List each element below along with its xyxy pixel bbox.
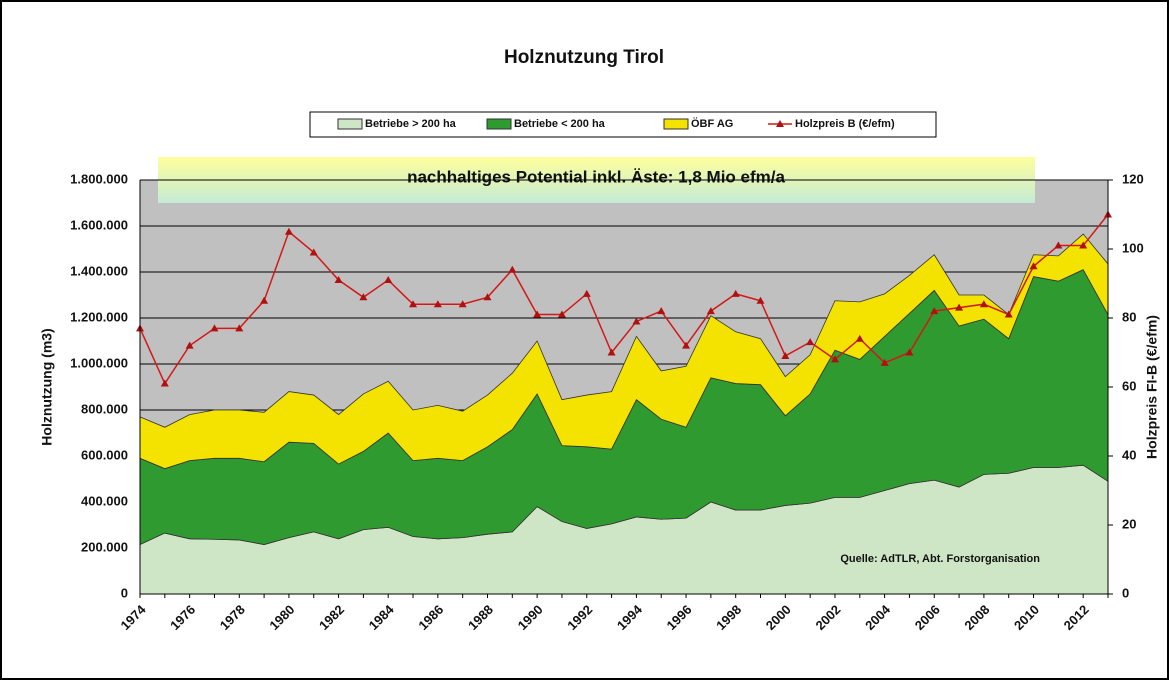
price-marker: [657, 307, 666, 315]
price-marker: [955, 303, 964, 311]
y-tick-label: 1.400.000: [70, 263, 128, 278]
y2-tick-label: 120: [1122, 171, 1144, 186]
y2-tick-label: 100: [1122, 240, 1144, 255]
price-marker: [930, 307, 939, 315]
price-marker: [682, 341, 691, 349]
price-marker: [979, 300, 988, 308]
price-marker: [260, 296, 269, 304]
price-marker: [855, 334, 864, 342]
legend-swatch: [486, 118, 512, 130]
price-marker: [334, 276, 343, 284]
price-marker: [384, 276, 393, 284]
legend-label: Holzpreis B (€/efm): [795, 118, 895, 130]
legend-marker: [776, 120, 784, 127]
legend-swatch: [663, 118, 689, 130]
y2-tick-label: 80: [1122, 309, 1136, 324]
price-marker: [905, 348, 914, 356]
price-marker: [830, 355, 839, 363]
y-tick-label: 0: [121, 585, 128, 600]
price-marker: [582, 289, 591, 297]
y-axis-label: Holznutzung (m3): [39, 328, 55, 445]
price-marker: [756, 296, 765, 304]
chart-title: Holznutzung Tirol: [504, 47, 664, 68]
price-marker: [409, 300, 418, 308]
price-marker: [706, 307, 715, 315]
price-marker: [781, 351, 790, 359]
price-marker: [483, 293, 492, 301]
price-marker: [806, 338, 815, 346]
y2-axis-label: Holzpreis FI-B (€/efm): [1144, 315, 1160, 459]
y2-tick-label: 60: [1122, 378, 1136, 393]
price-marker: [632, 317, 641, 325]
y-tick-label: 1.200.000: [70, 309, 128, 324]
price-marker: [160, 379, 169, 387]
price-marker: [235, 324, 244, 332]
y-tick-label: 1.600.000: [70, 217, 128, 232]
price-marker: [433, 300, 442, 308]
y-tick-label: 400.000: [81, 493, 128, 508]
y2-tick-label: 20: [1122, 516, 1136, 531]
price-marker: [607, 348, 616, 356]
legend-box: [309, 111, 937, 138]
price-marker: [508, 265, 517, 273]
legend-label: Betriebe > 200 ha: [365, 118, 457, 130]
price-marker: [359, 293, 368, 301]
y-tick-label: 1.000.000: [70, 355, 128, 370]
price-marker: [309, 248, 318, 256]
y-tick-label: 200.000: [81, 539, 128, 554]
y2-tick-label: 0: [1122, 585, 1129, 600]
y-tick-label: 600.000: [81, 447, 128, 462]
price-marker: [880, 358, 889, 366]
price-marker: [210, 324, 219, 332]
y-tick-label: 800.000: [81, 401, 128, 416]
source-note: Quelle: AdTLR, Abt. Forstorganisation: [840, 553, 1040, 565]
price-marker: [1054, 241, 1063, 249]
price-marker: [185, 341, 194, 349]
price-marker: [1029, 262, 1038, 270]
price-marker: [1004, 310, 1013, 318]
legend-label: Betriebe < 200 ha: [514, 118, 606, 130]
price-marker: [284, 227, 293, 235]
price-marker: [731, 289, 740, 297]
price-marker: [557, 310, 566, 318]
price-marker: [458, 300, 467, 308]
price-marker: [1079, 241, 1088, 249]
y2-tick-label: 40: [1122, 447, 1136, 462]
y-tick-label: 1.800.000: [70, 171, 128, 186]
legend-swatch: [337, 118, 363, 130]
legend-label: ÖBF AG: [691, 117, 733, 130]
price-line: [139, 214, 1109, 386]
price-marker: [533, 310, 542, 318]
annotation: nachhaltiges Potential inkl. Äste: 1,8 M…: [407, 167, 785, 186]
